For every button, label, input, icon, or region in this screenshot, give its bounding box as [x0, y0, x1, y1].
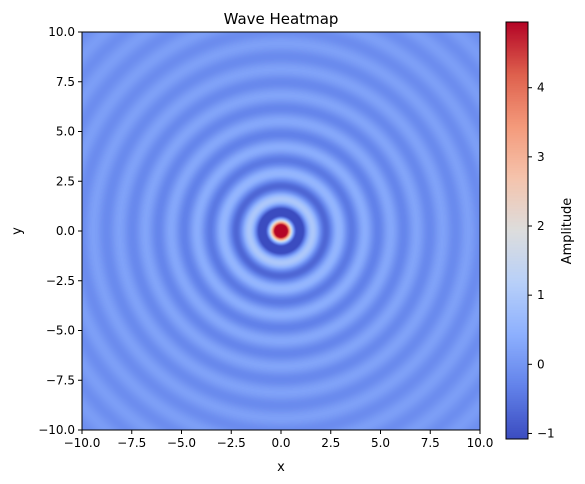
- x-tick-label: −7.5: [117, 436, 146, 450]
- colorbar-axis: −1 0 1 2 3 4: [528, 81, 555, 440]
- x-tick-label: −2.5: [217, 436, 246, 450]
- heatmap-image: [82, 32, 480, 430]
- y-tick-label: 10.0: [48, 25, 75, 39]
- x-axis: −10.0 −7.5 −5.0 −2.5 0.0 2.5 5.0 7.5 10.0: [64, 430, 494, 450]
- y-axis-label: y: [10, 227, 25, 235]
- y-tick-label: −2.5: [46, 274, 75, 288]
- x-tick-label: 0.0: [271, 436, 290, 450]
- colorbar-label: Amplitude: [560, 198, 575, 265]
- y-axis: −10.0 −7.5 −5.0 −2.5 0.0 2.5 5.0 7.5 10.0: [38, 25, 82, 437]
- x-tick-label: 10.0: [467, 436, 494, 450]
- colorbar-tick-label: 2: [537, 219, 545, 233]
- x-tick-label: 7.5: [421, 436, 440, 450]
- x-tick-label: −10.0: [64, 436, 101, 450]
- colorbar-gradient: [506, 22, 528, 439]
- colorbar-tick-label: 1: [537, 288, 545, 302]
- chart-title: Wave Heatmap: [224, 10, 339, 28]
- y-tick-label: −5.0: [46, 324, 75, 338]
- y-tick-label: 2.5: [56, 174, 75, 188]
- plot-frame: [81, 31, 481, 431]
- x-tick-label: −5.0: [167, 436, 196, 450]
- colorbar-frame: [505, 21, 529, 440]
- colorbar-tick-label: 0: [537, 357, 545, 371]
- y-tick-label: −10.0: [38, 423, 75, 437]
- y-tick-label: 7.5: [56, 75, 75, 89]
- x-axis-label: x: [277, 460, 285, 475]
- y-tick-label: 5.0: [56, 125, 75, 139]
- colorbar-tick-label: 4: [537, 81, 545, 95]
- y-tick-label: 0.0: [56, 224, 75, 238]
- x-tick-label: 5.0: [371, 436, 390, 450]
- x-tick-label: 2.5: [321, 436, 340, 450]
- y-tick-label: −7.5: [46, 373, 75, 387]
- colorbar-tick-label: −1: [537, 426, 555, 440]
- colorbar-tick-label: 3: [537, 150, 545, 164]
